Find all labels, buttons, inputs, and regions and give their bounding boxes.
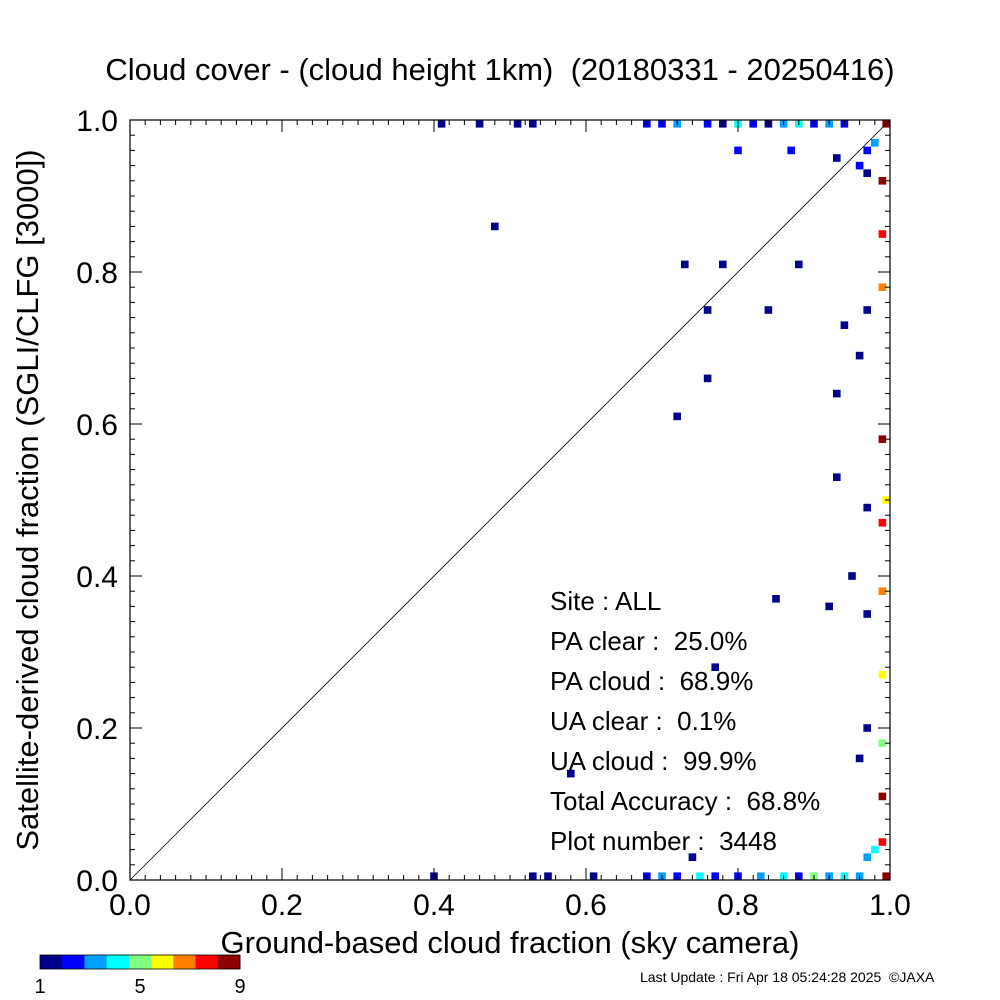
heatmap-cell: [491, 222, 499, 231]
heatmap-cell: [795, 260, 803, 269]
heatmap-cell: [567, 769, 575, 778]
y-tick-label: 0.0: [76, 865, 118, 898]
heatmap-cell: [711, 872, 719, 880]
heatmap-cell: [757, 872, 765, 880]
heatmap-cell: [878, 283, 887, 291]
colorbar-segment: [40, 955, 63, 969]
y-tick-label: 0.2: [76, 713, 118, 746]
x-tick-label: 0.6: [565, 889, 607, 922]
x-axis-label: Ground-based cloud fraction (sky camera): [221, 925, 800, 960]
colorbar-tick-label: 9: [234, 976, 245, 998]
heatmap-cell: [529, 120, 537, 128]
heatmap-cell: [437, 120, 446, 128]
colorbar-segment: [106, 955, 130, 969]
heatmap-cell: [882, 872, 890, 880]
heatmap-cell: [544, 872, 552, 880]
heatmap-cell: [696, 872, 704, 880]
heatmap-cell: [855, 351, 864, 360]
y-tick-label: 0.6: [76, 409, 118, 442]
heatmap-cell: [787, 146, 795, 155]
heatmap-cell: [833, 154, 841, 162]
heatmap-cell: [863, 853, 871, 861]
stats-line: Plot number : 3448: [550, 826, 777, 856]
colorbar-segment: [128, 955, 152, 969]
colorbar-segment: [151, 955, 174, 969]
heatmap-cell: [833, 473, 841, 481]
last-update-footer: Last Update : Fri Apr 18 05:24:28 2025 ©…: [640, 969, 935, 985]
stats-line: PA cloud : 68.9%: [550, 666, 753, 696]
heatmap-cell: [825, 602, 833, 611]
colorbar-tick-label: 5: [134, 976, 145, 998]
heatmap-cell: [878, 739, 887, 747]
stats-line: UA cloud : 99.9%: [550, 746, 757, 776]
colorbar-segment: [195, 955, 219, 969]
heatmap-cell: [719, 260, 727, 269]
y-tick-label: 1.0: [76, 105, 118, 138]
heatmap-cell: [840, 321, 849, 329]
heatmap-cell: [871, 139, 879, 147]
heatmap-cell: [848, 572, 856, 580]
heatmap-cell: [878, 177, 887, 185]
x-tick-label: 1.0: [869, 889, 911, 922]
heatmap-cell: [863, 610, 871, 618]
heatmap-cell: [529, 872, 537, 880]
heatmap-cell: [833, 389, 841, 398]
stats-line: Total Accuracy : 68.8%: [550, 786, 820, 816]
heatmap-cell: [688, 853, 697, 861]
heatmap-cell: [855, 754, 864, 763]
y-tick-label: 0.4: [76, 561, 118, 594]
heatmap-cell: [863, 503, 871, 512]
y-tick-label: 0.8: [76, 257, 118, 290]
heatmap-cell: [711, 663, 719, 671]
heatmap-cell: [878, 519, 887, 527]
stats-line: Site : ALL: [550, 586, 661, 616]
colorbar-tick-label: 1: [34, 976, 45, 998]
x-tick-label: 0.0: [109, 889, 151, 922]
colorbar-segment: [62, 955, 85, 969]
heatmap-cell: [863, 146, 871, 155]
heatmap-cell: [878, 792, 887, 801]
heatmap-cell: [681, 260, 689, 269]
heatmap-cell: [878, 587, 887, 595]
heatmap-cell: [703, 374, 712, 383]
heatmap-cell: [878, 435, 887, 443]
colorbar-segment: [84, 955, 108, 969]
heatmap-cell: [863, 169, 871, 177]
x-tick-label: 0.2: [261, 889, 303, 922]
x-tick-label: 0.8: [717, 889, 759, 922]
heatmap-cell: [772, 595, 780, 603]
one-to-one-line: [129, 119, 891, 881]
heatmap-cell: [513, 120, 522, 128]
x-tick-label: 0.4: [413, 889, 455, 922]
heatmap-cell: [734, 146, 742, 155]
heatmap-cell: [863, 306, 871, 314]
heatmap-cell: [878, 671, 887, 679]
colorbar-segment: [173, 955, 197, 969]
chart-title: Cloud cover - (cloud height 1km) (201803…: [105, 52, 895, 87]
stats-line: PA clear : 25.0%: [550, 626, 748, 656]
heatmap-cell: [589, 872, 598, 880]
heatmap-cell: [863, 724, 871, 732]
stats-line: UA clear : 0.1%: [550, 706, 736, 736]
heatmap-cell: [878, 838, 887, 846]
heatmap-cell: [855, 161, 864, 170]
heatmap-cell: [673, 412, 681, 421]
heatmap-cell: [703, 306, 712, 314]
heatmap-cell: [764, 306, 773, 314]
heatmap-cell: [871, 845, 879, 854]
heatmap-cell: [878, 230, 887, 238]
y-axis-label: Satellite-derived cloud fraction (SGLI/C…: [10, 149, 45, 850]
colorbar-frame: [39, 954, 241, 970]
colorbar-segment: [217, 955, 241, 969]
